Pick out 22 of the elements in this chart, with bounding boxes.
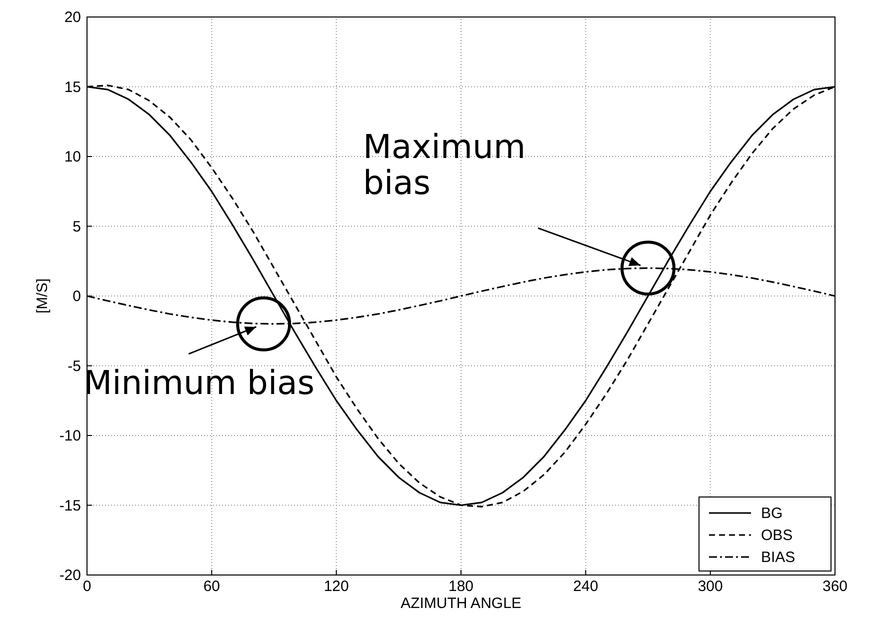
legend-label: OBS [761, 527, 793, 544]
y-tick-label: -15 [59, 497, 81, 514]
x-tick-label: 360 [822, 578, 848, 595]
x-tick-label: 120 [324, 578, 349, 595]
y-tick-label: 0 [72, 288, 81, 305]
x-tick-label: 180 [448, 578, 474, 595]
x-axis-title: AZIMUTH ANGLE [400, 595, 522, 612]
annotation: Maximum bias [363, 127, 526, 202]
y-tick-label: -20 [59, 567, 81, 584]
y-tick-label: -5 [68, 358, 81, 375]
x-tick-label: 300 [698, 578, 723, 595]
y-tick-label: 5 [72, 218, 81, 236]
y-tick-label: 15 [64, 78, 81, 96]
legend-label: BIAS [761, 549, 796, 566]
x-tick-label: 240 [573, 578, 598, 595]
legend-label: BG [761, 505, 783, 522]
y-tick-label: 10 [64, 148, 81, 166]
y-tick-label: 20 [64, 9, 81, 26]
x-tick-label: 60 [203, 578, 220, 595]
y-axis-title: [M/S] [34, 278, 51, 314]
y-tick-label: -10 [59, 428, 81, 444]
annotation: Minimum bias [84, 362, 315, 402]
